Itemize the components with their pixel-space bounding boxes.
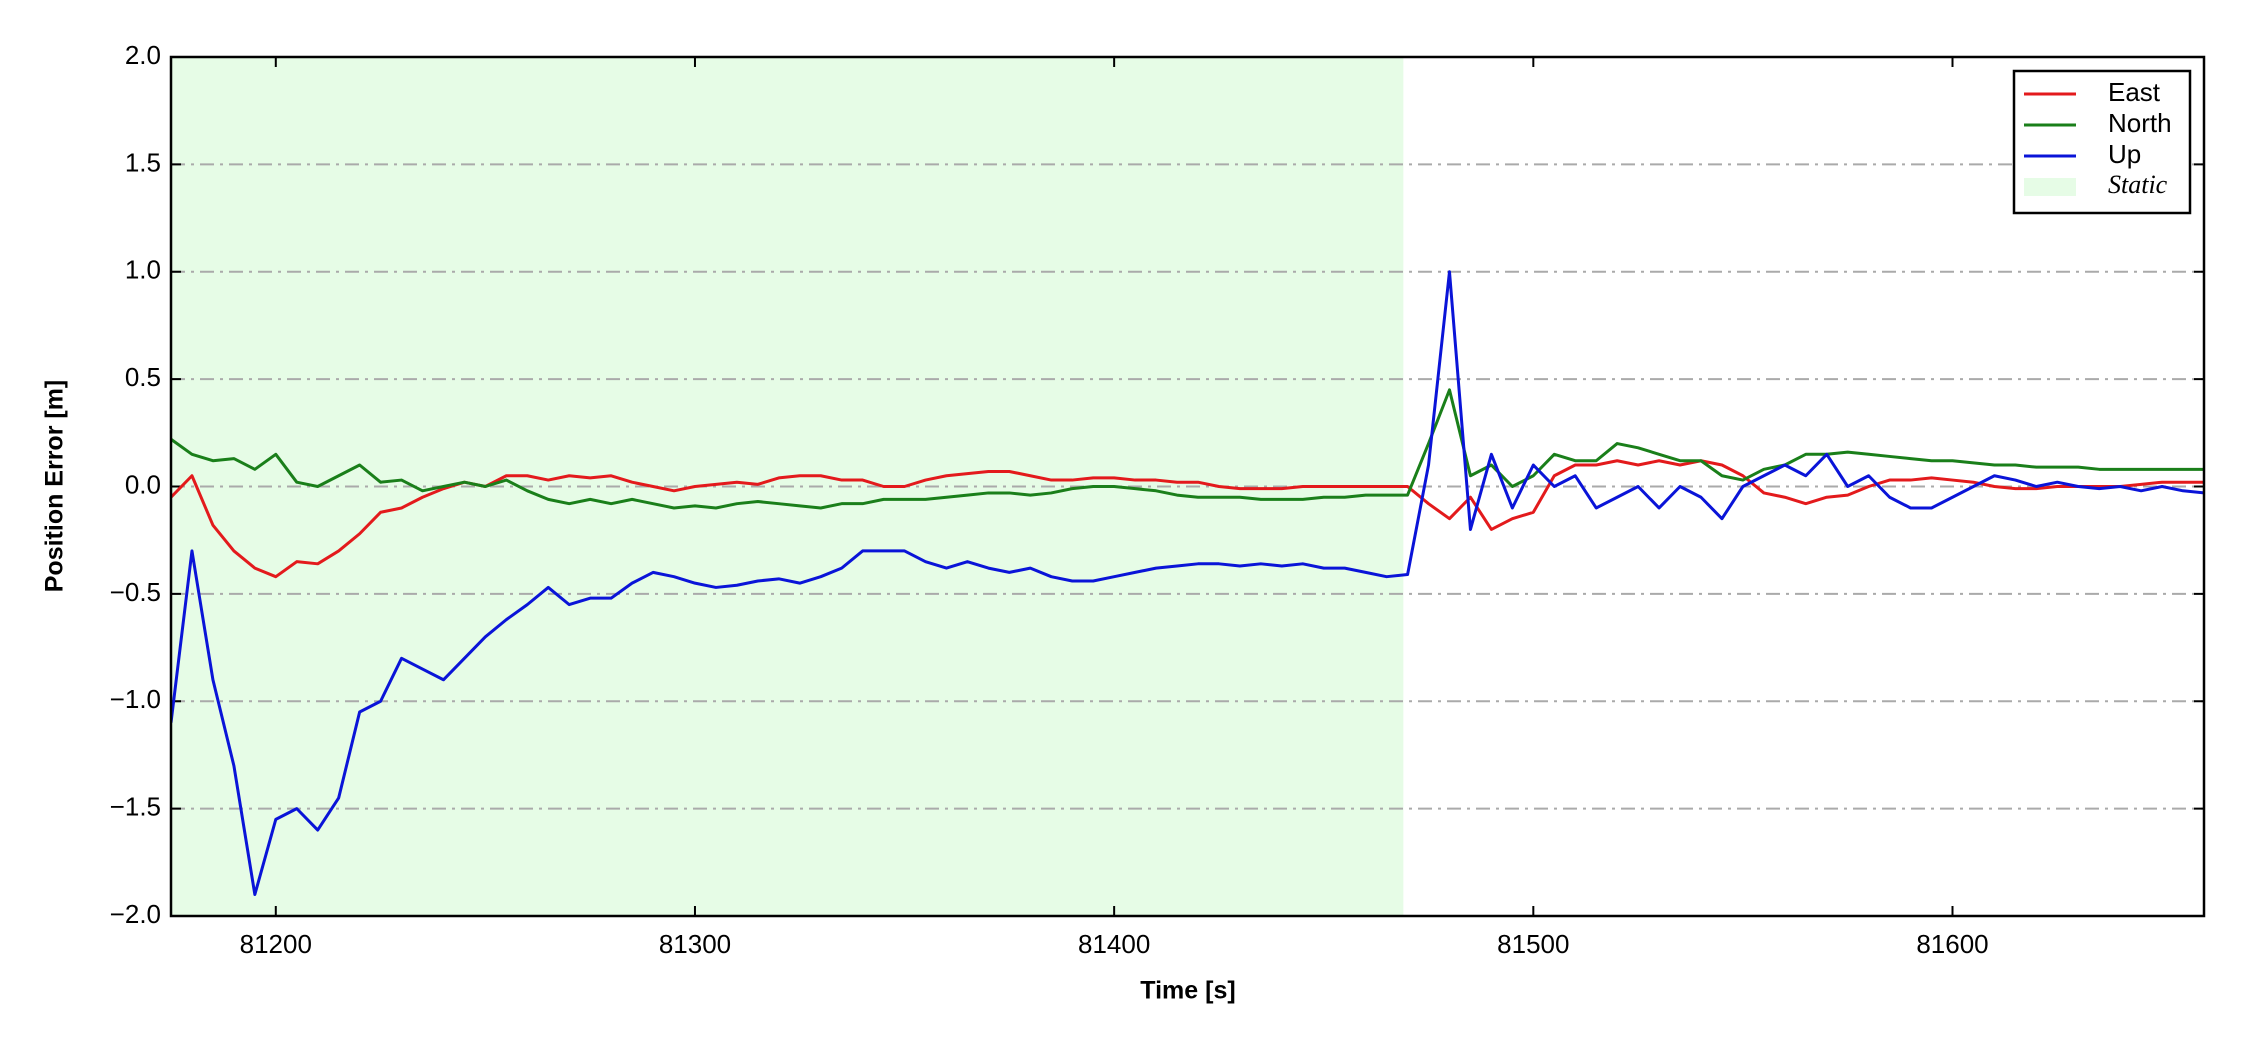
x-tick-label: 81200: [240, 929, 312, 959]
legend-label: North: [2108, 108, 2172, 138]
y-tick-label: 1.5: [125, 147, 161, 177]
y-tick-label: −0.5: [110, 577, 161, 607]
legend-swatch: [2024, 178, 2076, 196]
legend-label: East: [2108, 77, 2161, 107]
y-tick-label: 2.0: [125, 40, 161, 70]
y-tick-label: −2.0: [110, 899, 161, 929]
x-tick-label: 81300: [659, 929, 731, 959]
y-axis-label: Position Error [m]: [41, 380, 69, 593]
x-tick-label: 81400: [1078, 929, 1150, 959]
y-tick-label: −1.5: [110, 792, 161, 822]
x-tick-label: 81500: [1497, 929, 1569, 959]
y-tick-label: 0.5: [125, 362, 161, 392]
y-tick-label: 0.0: [125, 469, 161, 499]
series-line: [171, 388, 2204, 510]
series-line: [171, 270, 2204, 897]
series-line: [171, 459, 2204, 579]
y-tick-label: 1.0: [125, 255, 161, 285]
legend-label: Up: [2108, 139, 2141, 169]
legend-label: Static: [2108, 170, 2168, 199]
x-axis-label: Time [s]: [1140, 977, 1235, 1005]
plot-frame: [169, 55, 2206, 918]
x-tick-label: 81600: [1916, 929, 1988, 959]
y-tick-label: −1.0: [110, 684, 161, 714]
